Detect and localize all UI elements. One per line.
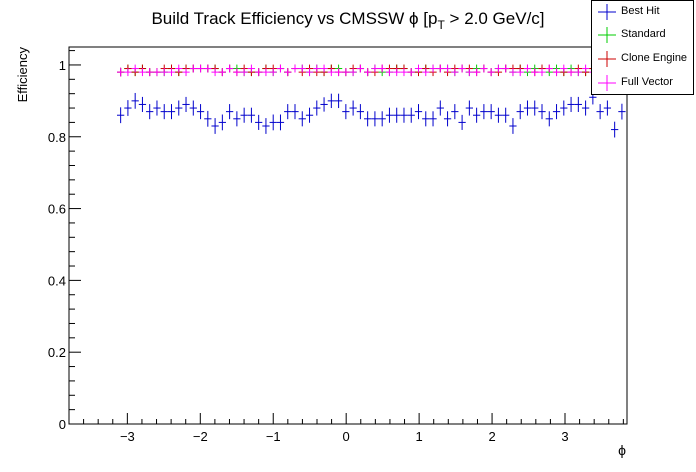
chart-title-subscript: T [437,18,445,32]
y-tick-label: 0 [59,417,66,432]
chart-title: Build Track Efficiency vs CMSSW ϕ [pT > … [151,9,544,32]
x-tick-label: 3 [561,429,568,444]
legend-label-full-vector: Full Vector [621,76,673,88]
plot-area-border [68,46,628,425]
chart-title-bracket: [p [419,9,438,28]
legend-item-best-hit: Best Hit [592,1,693,24]
legend-label-clone-engine: Clone Engine [621,52,688,64]
legend-item-clone-engine: Clone Engine [592,48,693,71]
chart-title-phi: ϕ [409,9,419,28]
y-tick-label: 0.6 [48,202,66,217]
x-tick-label: −2 [193,429,208,444]
x-tick-label: −1 [266,429,281,444]
legend-item-full-vector: Full Vector [592,72,693,95]
legend-marker-full-vector [598,75,616,91]
chart-title-rest: > 2.0 GeV/c] [445,9,545,28]
y-tick-label: 0.4 [48,273,66,288]
legend-marker-best-hit [598,4,616,20]
series-layer [117,64,626,138]
tick-labels: −3 −2 −1 0 1 2 3 0 0.2 0.4 0.6 0.8 1 [48,58,569,444]
y-tick-label: 0.2 [48,345,66,360]
plot-frame [68,46,628,425]
y-axis-label: Efficiency [15,47,30,103]
legend-marker-clone-engine [598,51,616,67]
y-tick-label: 1 [59,58,66,73]
legend-marker-standard [598,27,616,43]
legend-label-standard: Standard [621,28,666,40]
series-full-vector [117,64,626,77]
x-axis-label: ϕ [618,442,626,458]
x-tick-label: 0 [343,429,350,444]
legend-item-standard: Standard [592,24,693,47]
series-best-hit [117,90,626,138]
legend: Best Hit Standard Clone Engine Full Vect… [591,0,694,95]
y-tick-label: 0.8 [48,130,66,145]
axis-ticks [69,50,624,425]
x-tick-label: 2 [488,429,495,444]
x-tick-label: −3 [120,429,135,444]
x-tick-label: 1 [416,429,423,444]
chart-title-main: Build Track Efficiency vs CMSSW [151,9,409,28]
legend-label-best-hit: Best Hit [621,5,660,17]
